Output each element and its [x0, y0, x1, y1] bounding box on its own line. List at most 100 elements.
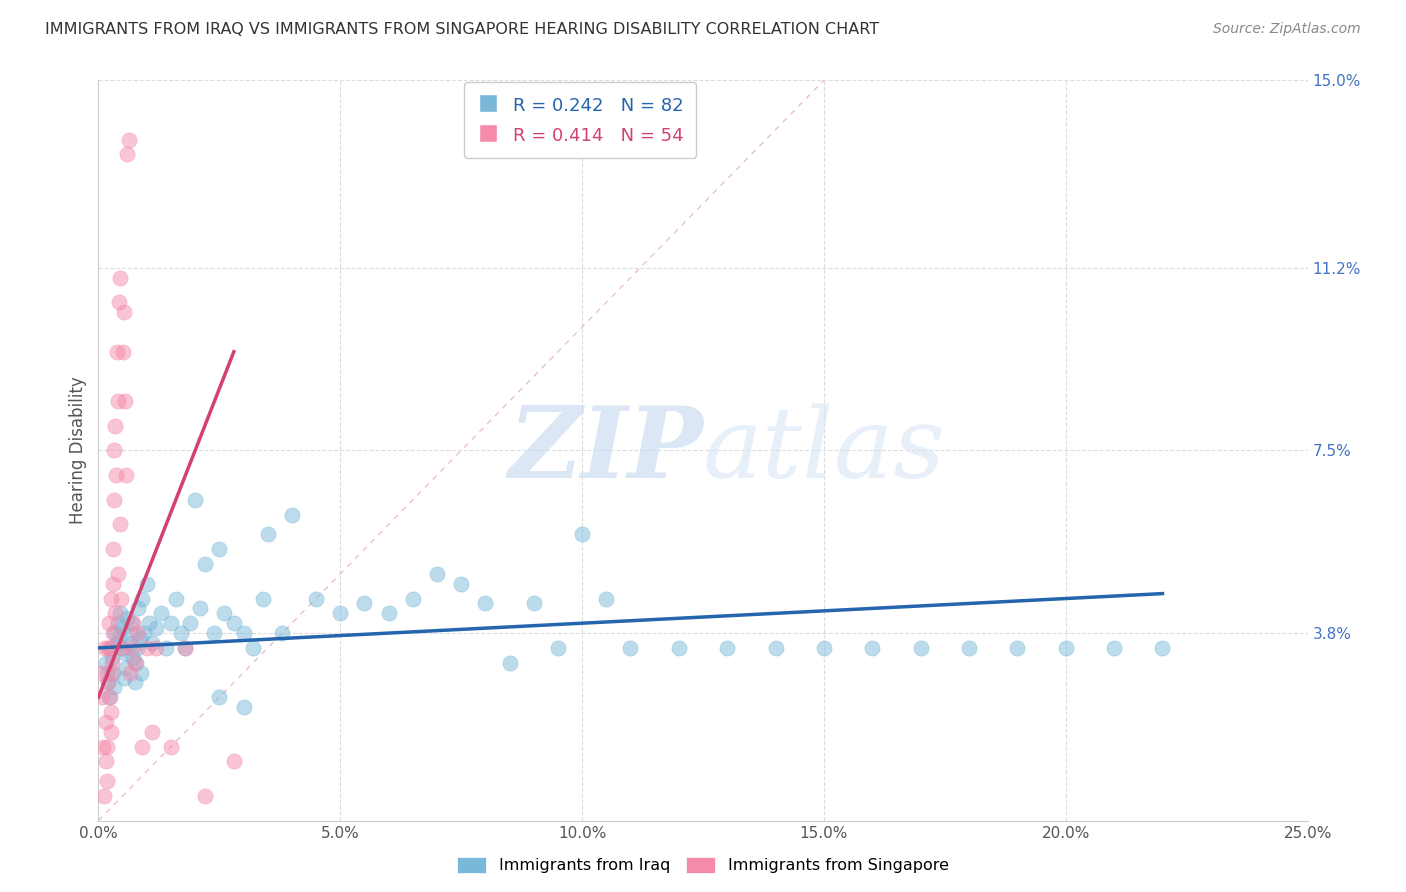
Point — [121, 640, 143, 655]
Point — [204, 626, 226, 640]
Point — [329, 607, 352, 621]
Point — [188, 601, 211, 615]
Point — [114, 646, 136, 660]
Text: IMMIGRANTS FROM IRAQ VS IMMIGRANTS FROM SINGAPORE HEARING DISABILITY CORRELATION: IMMIGRANTS FROM IRAQ VS IMMIGRANTS FROM … — [45, 22, 879, 37]
Point — [96, 739, 118, 754]
Point — [232, 626, 254, 640]
Point — [125, 656, 148, 670]
Point — [141, 636, 163, 650]
Point — [97, 675, 120, 690]
Point — [93, 640, 115, 655]
Point — [129, 665, 152, 680]
Point — [98, 690, 121, 705]
Point — [121, 616, 143, 631]
Point — [117, 147, 139, 161]
Point — [547, 640, 569, 655]
Point — [107, 394, 129, 409]
Point — [174, 640, 197, 655]
Point — [111, 640, 134, 655]
Point — [402, 591, 425, 606]
Y-axis label: Hearing Disability: Hearing Disability — [69, 376, 87, 524]
Point — [222, 616, 245, 631]
Point — [122, 650, 145, 665]
Point — [184, 492, 207, 507]
Point — [450, 576, 472, 591]
Point — [179, 616, 201, 631]
Point — [1102, 640, 1125, 655]
Point — [194, 557, 217, 571]
Point — [103, 542, 125, 557]
Point — [128, 631, 150, 645]
Point — [91, 690, 114, 705]
Point — [101, 656, 124, 670]
Point — [377, 607, 399, 621]
Point — [127, 640, 149, 655]
Point — [112, 305, 135, 319]
Point — [98, 690, 121, 705]
Point — [523, 597, 546, 611]
Point — [105, 344, 128, 359]
Point — [957, 640, 980, 655]
Point — [111, 640, 134, 655]
Point — [107, 295, 129, 310]
Point — [160, 739, 183, 754]
Point — [94, 714, 117, 729]
Point — [98, 616, 121, 631]
Point — [103, 443, 125, 458]
Point — [115, 468, 138, 483]
Point — [122, 616, 145, 631]
Point — [103, 681, 125, 695]
Point — [208, 690, 231, 705]
Point — [131, 739, 153, 754]
Point — [145, 640, 167, 655]
Point — [595, 591, 617, 606]
Point — [104, 607, 127, 621]
Point — [97, 675, 120, 690]
Point — [124, 675, 146, 690]
Point — [118, 132, 141, 146]
Point — [103, 492, 125, 507]
Point — [107, 566, 129, 581]
Point — [101, 576, 124, 591]
Point — [860, 640, 883, 655]
Point — [813, 640, 835, 655]
Point — [242, 640, 264, 655]
Point — [101, 650, 124, 665]
Legend: R = 0.242   N = 82, R = 0.414   N = 54: R = 0.242 N = 82, R = 0.414 N = 54 — [464, 82, 696, 158]
Point — [115, 660, 138, 674]
Point — [138, 616, 160, 631]
Legend: Immigrants from Iraq, Immigrants from Singapore: Immigrants from Iraq, Immigrants from Si… — [451, 850, 955, 880]
Point — [619, 640, 641, 655]
Point — [160, 616, 183, 631]
Point — [127, 601, 149, 615]
Point — [100, 591, 122, 606]
Point — [117, 611, 139, 625]
Point — [134, 626, 156, 640]
Point — [118, 626, 141, 640]
Point — [124, 656, 146, 670]
Point — [281, 508, 304, 522]
Point — [100, 640, 122, 655]
Point — [107, 616, 129, 631]
Point — [112, 671, 135, 685]
Text: atlas: atlas — [703, 403, 946, 498]
Point — [100, 665, 122, 680]
Text: Source: ZipAtlas.com: Source: ZipAtlas.com — [1213, 22, 1361, 37]
Point — [104, 626, 127, 640]
Point — [252, 591, 274, 606]
Point — [111, 344, 134, 359]
Point — [910, 640, 932, 655]
Point — [353, 597, 375, 611]
Point — [96, 665, 118, 680]
Point — [1054, 640, 1077, 655]
Point — [100, 705, 122, 719]
Point — [194, 789, 217, 803]
Point — [114, 394, 136, 409]
Point — [127, 626, 149, 640]
Point — [107, 631, 129, 645]
Point — [271, 626, 294, 640]
Point — [474, 597, 496, 611]
Point — [145, 621, 167, 635]
Point — [222, 755, 245, 769]
Point — [135, 576, 157, 591]
